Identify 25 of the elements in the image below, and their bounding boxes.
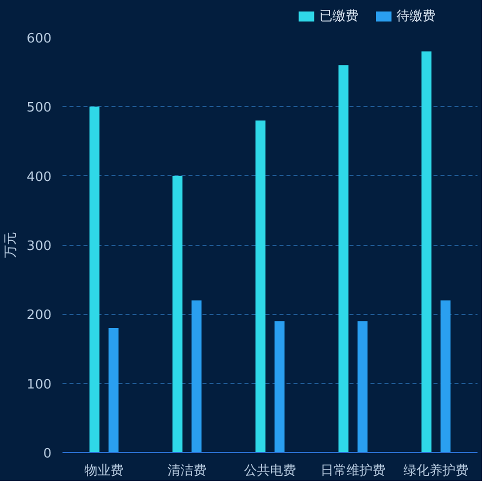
bar — [421, 51, 432, 452]
legend-label: 已缴费 — [319, 9, 358, 24]
y-tick-label: 400 — [26, 170, 52, 185]
y-axis-title: 万元 — [4, 232, 19, 258]
bar — [89, 106, 100, 452]
legend-label: 待缴费 — [396, 9, 436, 24]
bar — [108, 328, 119, 452]
y-tick-label: 200 — [26, 308, 52, 324]
x-tick-label: 物业费 — [84, 464, 124, 478]
bar — [440, 300, 451, 452]
x-tick-label: 绿化养护费 — [404, 462, 468, 478]
x-tick-label: 公共电费 — [244, 464, 296, 478]
x-tick-label: 清洁费 — [168, 464, 206, 478]
bar — [172, 176, 182, 452]
y-tick-label: 500 — [26, 100, 52, 116]
bar — [338, 65, 348, 452]
bar — [255, 120, 266, 452]
y-tick-label: 300 — [26, 239, 52, 254]
y-tick-label: 600 — [26, 32, 52, 46]
bar — [192, 300, 202, 452]
y-tick-label: 100 — [26, 377, 52, 392]
x-tick-label: 日常维护费 — [320, 464, 386, 478]
y-tick-label: 0 — [43, 446, 52, 462]
bar — [358, 321, 368, 452]
bar — [274, 321, 285, 452]
